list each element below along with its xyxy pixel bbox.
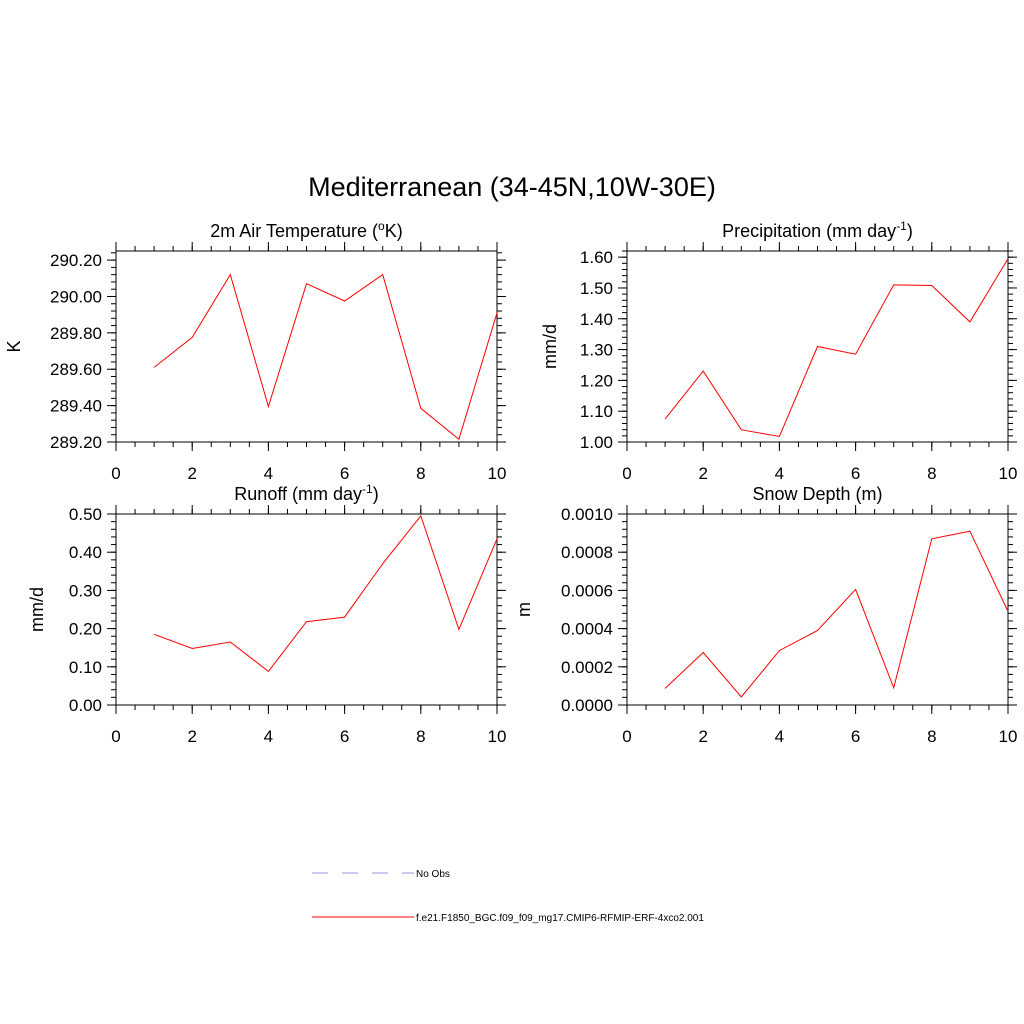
x-tick-label: 4 <box>264 464 273 483</box>
y-tick-label: 0.50 <box>69 505 102 524</box>
plot-frame <box>115 250 498 443</box>
y-tick-label: 0.30 <box>69 581 102 600</box>
x-tick-label: 2 <box>187 727 196 746</box>
y-tick-label: 1.50 <box>580 279 613 298</box>
series-line <box>664 258 1009 438</box>
x-tick-label: 10 <box>999 464 1018 483</box>
y-axis-label: K <box>4 340 24 352</box>
y-tick-label: 289.20 <box>50 433 102 452</box>
y-axis-label: mm/d <box>27 587 47 632</box>
x-tick-label: 0 <box>111 464 120 483</box>
panel-title-unit: K) <box>385 221 403 241</box>
y-tick-label: 1.30 <box>580 341 613 360</box>
x-tick-label: 8 <box>416 727 425 746</box>
y-tick-label: 0.0006 <box>561 581 613 600</box>
x-tick-label: 6 <box>851 727 860 746</box>
series-line <box>153 273 498 441</box>
y-tick-label: 0.0002 <box>561 658 613 677</box>
y-tick-label: 0.0000 <box>561 696 613 715</box>
x-tick-label: 6 <box>340 727 349 746</box>
x-tick-label: 6 <box>340 464 349 483</box>
panel-title: Snow Depth (m) <box>752 484 882 504</box>
figure-title: Mediterranean (34-45N,10W-30E) <box>308 172 716 202</box>
x-tick-label: 0 <box>622 727 631 746</box>
chart-panel-3: Runoff (mm day-1) 0.00 0.10 0.20 0.30 0.40 0.5… <box>27 482 506 746</box>
y-tick-label: 0.10 <box>69 658 102 677</box>
panel-title-text: Snow Depth (m) <box>752 484 882 504</box>
y-tick-label: 0.40 <box>69 543 102 562</box>
y-tick-label: 1.60 <box>580 248 613 267</box>
legend-label: No Obs <box>416 869 450 880</box>
y-tick-label: 289.40 <box>50 397 102 416</box>
y-tick-label: 289.80 <box>50 324 102 343</box>
y-tick-label: 0.20 <box>69 620 102 639</box>
chart-panel-2: Precipitation (mm day-1) 1.00 1.10 1.20 1.30… <box>540 219 1017 483</box>
y-tick-label: 0.0008 <box>561 543 613 562</box>
panel-title-superscript: -1 <box>362 482 373 496</box>
x-tick-label: 2 <box>698 464 707 483</box>
x-tick-label: 2 <box>698 727 707 746</box>
panel-title-unit: ) <box>373 484 379 504</box>
y-tick-label: 289.60 <box>50 360 102 379</box>
panel-title: Runoff (mm day-1) <box>234 482 378 504</box>
x-tick-label: 8 <box>927 464 936 483</box>
y-tick-label: 1.40 <box>580 310 613 329</box>
y-tick-label: 0.0004 <box>561 620 613 639</box>
y-tick-label: 0.0010 <box>561 505 613 524</box>
panel-title-superscript: -1 <box>896 219 907 233</box>
series-line <box>153 514 498 673</box>
panel-title-text: Precipitation (mm day <box>722 221 896 241</box>
x-tick-label: 10 <box>488 727 507 746</box>
plot-frame <box>115 513 498 706</box>
panel-title: Precipitation (mm day-1) <box>722 219 913 241</box>
panel-title-text: 2m Air Temperature ( <box>210 221 378 241</box>
x-tick-label: 0 <box>111 727 120 746</box>
y-tick-label: 1.00 <box>580 433 613 452</box>
x-tick-label: 4 <box>775 464 784 483</box>
panel-title-superscript: o <box>378 219 385 233</box>
panel-title-text: Runoff (mm day <box>234 484 362 504</box>
x-tick-label: 4 <box>264 727 273 746</box>
x-tick-label: 8 <box>927 727 936 746</box>
chart-panel-4: Snow Depth (m) 0.0000 0.0002 0.0004 0.0006 0.… <box>514 484 1017 746</box>
y-tick-label: 0.00 <box>69 696 102 715</box>
x-tick-label: 10 <box>488 464 507 483</box>
chart-panel-1: 2m Air Temperature (oK) 289.20 289.40 289.6… <box>4 219 506 483</box>
y-tick-label: 290.20 <box>50 251 102 270</box>
panel-title-unit: ) <box>907 221 913 241</box>
y-tick-label: 1.20 <box>580 371 613 390</box>
legend: No Obs f.e21.F1850_BGC.f09_f09_mg17.CMIP6… <box>312 869 704 924</box>
y-axis-label: m <box>514 602 534 617</box>
chart-panels: 2m Air Temperature (oK)289.20289.40289.6… <box>4 219 1017 746</box>
panel-title: 2m Air Temperature (oK) <box>210 219 402 241</box>
series-line <box>664 530 1009 698</box>
y-tick-label: 290.00 <box>50 287 102 306</box>
plot-frame <box>626 513 1009 706</box>
x-tick-label: 8 <box>416 464 425 483</box>
x-tick-label: 10 <box>999 727 1018 746</box>
legend-label: f.e21.F1850_BGC.f09_f09_mg17.CMIP6-RFMIP… <box>416 913 704 924</box>
x-tick-label: 2 <box>187 464 196 483</box>
y-tick-label: 1.10 <box>580 402 613 421</box>
y-axis-label: mm/d <box>540 324 560 369</box>
x-tick-label: 0 <box>622 464 631 483</box>
x-tick-label: 6 <box>851 464 860 483</box>
x-tick-label: 4 <box>775 727 784 746</box>
